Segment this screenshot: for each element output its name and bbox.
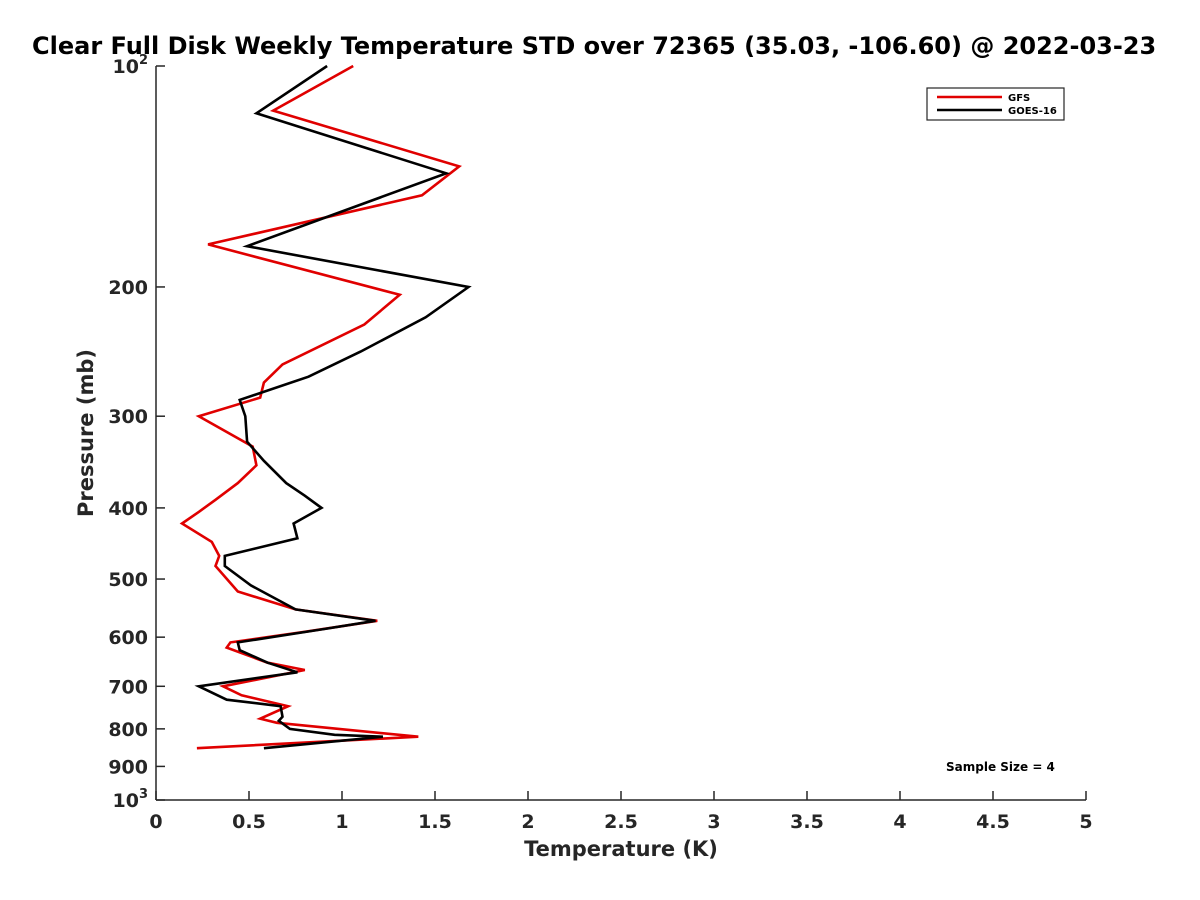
x-tick-label: 2: [521, 811, 534, 833]
x-tick-label: 3: [707, 811, 720, 833]
series-line-goes16: [194, 64, 472, 750]
x-tick-label: 0: [149, 811, 162, 833]
y-tick-label: 300: [108, 406, 148, 428]
x-tick-label: 2.5: [604, 811, 638, 833]
y-tick-label: 103: [113, 787, 149, 812]
x-tick-label: 4.5: [976, 811, 1010, 833]
x-tick-label: 1: [335, 811, 348, 833]
series-line-gfs: [179, 64, 462, 750]
y-tick-label: 400: [108, 498, 148, 520]
y-tick-label: 900: [108, 756, 148, 778]
plot-area: 0 0.5 1 1.5 2 2.5 3 3.5 4 4.5 5 102 200 300 400 500 600…: [108, 53, 1092, 833]
x-tick-label: 3.5: [790, 811, 824, 833]
legend-label-goes16: GOES-16: [1008, 106, 1057, 117]
y-tick-label: 200: [108, 277, 148, 299]
y-tick-label: 102: [113, 53, 149, 78]
y-ticks: 102 200 300 400 500 600 700 800 900 103: [108, 53, 165, 812]
y-tick-label: 800: [108, 719, 148, 741]
x-ticks: 0 0.5 1 1.5 2 2.5 3 3.5 4 4.5 5: [149, 791, 1093, 833]
x-tick-label: 0.5: [232, 811, 266, 833]
y-tick-label: 700: [108, 676, 148, 698]
x-axis-label: Temperature (K): [524, 837, 718, 861]
x-tick-label: 1.5: [418, 811, 452, 833]
series-lines: [179, 64, 472, 750]
legend-label-gfs: GFS: [1008, 93, 1030, 104]
y-tick-label: 500: [108, 569, 148, 591]
x-tick-label: 4: [893, 811, 906, 833]
legend: GFS GOES-16: [926, 87, 1065, 121]
y-tick-label: 600: [108, 627, 148, 649]
legend-box: [926, 87, 1065, 121]
sample-size-annotation: Sample Size = 4: [946, 760, 1055, 774]
chart-title: Clear Full Disk Weekly Temperature STD o…: [32, 32, 1156, 60]
x-tick-label: 5: [1079, 811, 1092, 833]
y-axis-label: Pressure (mb): [74, 349, 98, 517]
